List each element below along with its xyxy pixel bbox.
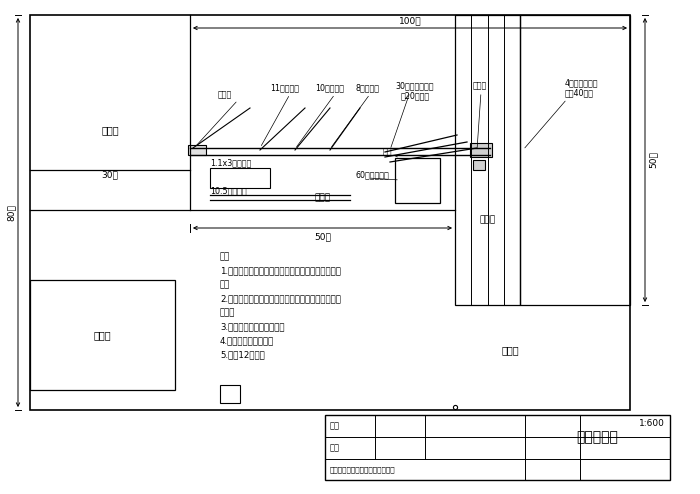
Bar [325,415,670,480]
Text: 2.发酵车间最好是半敞墙有顶棚的，便于通风又不怕: 2.发酵车间最好是半敞墙有顶棚的，便于通风又不怕 [220,294,341,303]
Text: 原料区: 原料区 [501,345,519,355]
Text: 注：: 注： [220,252,230,261]
Text: 80米: 80米 [6,204,15,221]
Text: 60立式粉碎机: 60立式粉碎机 [355,170,388,179]
Text: 包装机: 包装机 [218,90,232,99]
Text: 孔。: 孔。 [220,280,230,289]
Text: 50米: 50米 [648,152,657,168]
Bar [395,158,440,203]
Text: 办公区: 办公区 [94,330,111,340]
Text: 校核: 校核 [330,444,340,453]
Bar [30,15,630,410]
Text: 4米整槽翻抛机: 4米整槽翻抛机 [565,79,598,87]
Text: 料仓: 料仓 [382,148,392,157]
Text: 制图: 制图 [330,421,340,430]
Bar [473,160,485,170]
Bar [220,385,240,403]
Bar [210,168,270,188]
Bar [455,15,520,305]
Text: 前20米平行: 前20米平行 [400,91,430,100]
Text: 雨淋。: 雨淋。 [220,308,235,317]
Text: 移位车: 移位车 [473,82,487,90]
Text: 10米皮带机: 10米皮带机 [316,83,344,92]
Text: 30米: 30米 [102,170,118,179]
Text: 发酵区: 发酵区 [480,215,496,224]
Text: 3.原料区有无车间都可以。: 3.原料区有无车间都可以。 [220,322,284,331]
Text: 8米皮带机: 8米皮带机 [356,83,380,92]
Text: 设备区: 设备区 [314,194,330,203]
Text: 成品区: 成品区 [102,125,119,135]
Bar [188,145,206,155]
Text: 11米皮带机: 11米皮带机 [270,83,300,92]
Text: 1.1x3米滚筒筛: 1.1x3米滚筒筛 [210,159,251,167]
Text: 四槽40米长: 四槽40米长 [565,88,594,97]
Text: 50米: 50米 [314,233,331,242]
Text: 10.5米皮带机: 10.5米皮带机 [210,187,246,196]
Bar [30,280,175,390]
Text: 4.办公区客户自己定。: 4.办公区客户自己定。 [220,336,274,345]
Text: 5.共计12亩地。: 5.共计12亩地。 [220,350,265,359]
Text: 30米进料皮带机: 30米进料皮带机 [395,82,434,90]
Text: 鹤壁市人元生物技术发展有限公司: 鹤壁市人元生物技术发展有限公司 [330,467,396,473]
Text: 1.成品区和设备区用普通钢构就可以，房顶要有透气: 1.成品区和设备区用普通钢构就可以，房顶要有透气 [220,266,341,275]
Text: 场地布局图: 场地布局图 [577,430,618,444]
Bar [470,143,492,157]
Text: 1:600: 1:600 [639,418,665,427]
Text: 100米: 100米 [399,16,421,26]
Bar [520,15,630,305]
